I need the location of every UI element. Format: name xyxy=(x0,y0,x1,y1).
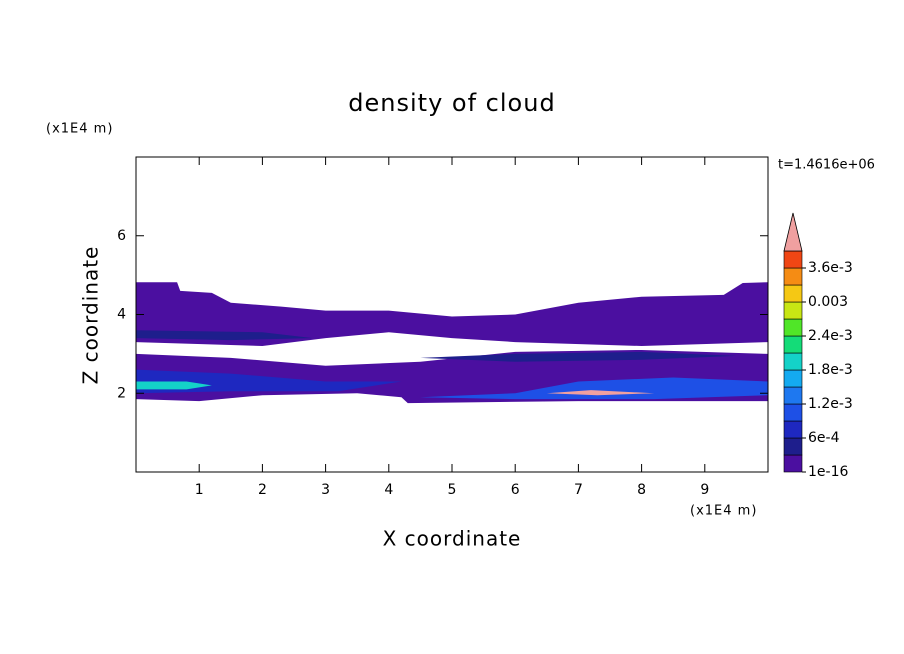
x-tick-label: 9 xyxy=(700,482,709,498)
contour-region xyxy=(136,369,402,394)
colorbar-swatch xyxy=(783,386,803,405)
y-tick-label: 6 xyxy=(117,228,126,244)
colorbar-swatch xyxy=(783,335,803,354)
colorbar-tick-label: 3.6e-3 xyxy=(808,260,853,276)
contour-region xyxy=(420,377,768,400)
colorbar-swatch xyxy=(783,420,803,439)
x-axis-label: X coordinate xyxy=(383,527,522,551)
colorbar-extend xyxy=(783,212,803,252)
colorbar-tick-label: 1.8e-3 xyxy=(808,362,853,378)
x-tick-label: 2 xyxy=(258,482,267,498)
contour-region xyxy=(136,282,768,346)
colorbar-tick-label: 1e-16 xyxy=(808,464,848,480)
y-unit: (x1E4 m) xyxy=(46,122,113,137)
contour-region xyxy=(136,381,212,390)
x-tick-label: 1 xyxy=(195,482,204,498)
colorbar-tick-label: 1.2e-3 xyxy=(808,396,853,412)
y-tick-label: 4 xyxy=(117,307,126,323)
time-label: t=1.4616e+06 xyxy=(778,158,875,173)
colorbar-swatch xyxy=(783,352,803,371)
colorbar-tick-label: 0.003 xyxy=(808,294,848,310)
colorbar-swatch xyxy=(783,403,803,422)
x-tick-label: 7 xyxy=(574,482,583,498)
colorbar-swatch xyxy=(783,369,803,388)
contour-region xyxy=(420,351,737,362)
x-unit: (x1E4 m) xyxy=(690,504,757,519)
colorbar-tick-label: 2.4e-3 xyxy=(808,328,853,344)
x-tick-label: 4 xyxy=(384,482,393,498)
colorbar-swatch xyxy=(783,301,803,320)
colorbar-swatch xyxy=(783,284,803,303)
x-tick-label: 3 xyxy=(321,482,330,498)
colorbar-swatch xyxy=(783,250,803,269)
y-axis-label: Z coordinate xyxy=(79,246,103,385)
x-tick-label: 8 xyxy=(637,482,646,498)
colorbar-tick-label: 6e-4 xyxy=(808,430,840,446)
chart-title: density of cloud xyxy=(348,89,555,117)
contour-region xyxy=(546,390,655,396)
x-tick-label: 6 xyxy=(511,482,520,498)
y-tick-label: 2 xyxy=(117,385,126,401)
contour-region xyxy=(136,330,313,341)
colorbar-swatch xyxy=(783,318,803,337)
colorbar-swatch xyxy=(783,454,803,473)
x-tick-label: 5 xyxy=(448,482,457,498)
colorbar-swatch xyxy=(783,267,803,286)
colorbar-swatch xyxy=(783,437,803,456)
